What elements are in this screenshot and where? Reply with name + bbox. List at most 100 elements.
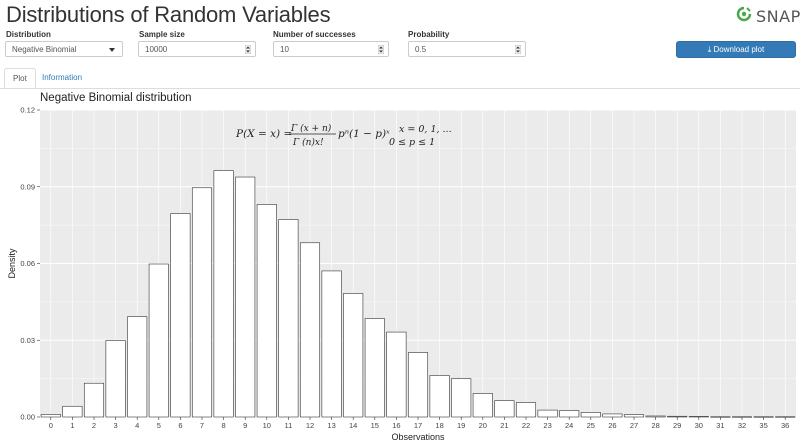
bar: [451, 378, 472, 418]
formula-annotation: P(X = x) = Γ (x + n) Γ (n)x! pⁿ(1 − p)ˣ …: [235, 123, 452, 148]
bar: [494, 400, 515, 418]
bar: [191, 187, 213, 418]
chevron-down-icon: [109, 48, 115, 52]
x-tick-label: 28: [651, 421, 659, 430]
download-label: Download plot: [713, 45, 765, 54]
y-tick-label: 0.09: [20, 182, 35, 191]
bars: [40, 170, 796, 418]
x-tick-label: 25: [587, 421, 595, 430]
bar: [40, 414, 61, 418]
x-tick-label: 12: [306, 421, 314, 430]
x-tick-label: 7: [200, 421, 204, 430]
successes-value: 10: [280, 45, 289, 54]
x-tick-label: 32: [738, 421, 746, 430]
bar: [559, 410, 580, 418]
formula-param: 0 ≤ p ≤ 1: [389, 137, 435, 148]
x-tick-label: 18: [435, 421, 443, 430]
x-tick-label: 19: [457, 421, 465, 430]
distribution-label: Distribution: [6, 30, 51, 39]
number-spinner-icon[interactable]: [245, 45, 251, 54]
tab-plot[interactable]: Plot: [4, 68, 36, 88]
app-title: Distributions of Random Variables: [6, 2, 331, 27]
x-tick-label: 15: [371, 421, 379, 430]
x-tick-label: 24: [565, 421, 573, 430]
y-tick-label: 0.06: [20, 259, 35, 268]
bar: [62, 405, 83, 418]
bar: [472, 393, 493, 418]
x-tick-label: 8: [222, 421, 226, 430]
chart-title: Negative Binomial distribution: [40, 92, 192, 104]
number-spinner-icon[interactable]: [378, 45, 384, 54]
x-tick-label: 35: [759, 421, 767, 430]
x-tick-label: 23: [543, 421, 551, 430]
x-tick-label: 0: [49, 421, 53, 430]
bar: [321, 270, 342, 418]
bar: [667, 415, 688, 418]
bar: [688, 416, 709, 418]
bar: [364, 318, 385, 418]
bar: [537, 409, 558, 418]
x-tick-label: 29: [673, 421, 681, 430]
bar: [299, 242, 321, 418]
x-tick-label: 5: [157, 421, 161, 430]
bar: [170, 213, 191, 418]
x-tick-label: 31: [716, 421, 724, 430]
x-tick-label: 10: [263, 421, 271, 430]
download-plot-button[interactable]: ⤓ Download plot: [676, 41, 796, 58]
tab-bar: Plot Information: [0, 68, 800, 89]
x-tick-label: 11: [285, 421, 293, 430]
x-tick-label: 22: [522, 421, 530, 430]
bar: [105, 340, 126, 418]
y-tick-label: 0.12: [20, 106, 35, 115]
x-tick-label: 9: [243, 421, 247, 430]
probability-input[interactable]: 0.5: [408, 41, 526, 57]
formula-rhs: pⁿ(1 − p)ˣ: [338, 128, 390, 140]
bar: [213, 170, 234, 418]
bar: [515, 402, 537, 418]
bar: [386, 331, 407, 418]
x-tick-label: 2: [92, 421, 96, 430]
bar: [407, 352, 429, 418]
successes-label: Number of successes: [273, 30, 356, 39]
bar: [127, 316, 148, 418]
x-tick-label: 26: [608, 421, 616, 430]
bar: [343, 293, 364, 418]
bar: [235, 176, 256, 418]
x-tick-label: 4: [135, 421, 139, 430]
x-tick-label: 30: [695, 421, 703, 430]
x-tick-label: 6: [178, 421, 182, 430]
x-axis-label: Observations: [391, 432, 445, 442]
probability-label: Probability: [408, 30, 450, 39]
chart: 0.000.030.060.090.12 0 1 2 3 4 5 6 7 8 9 10 11 12 13 1…: [7, 106, 796, 442]
bar: [278, 219, 299, 418]
sample-size-value: 10000: [145, 45, 168, 54]
bar: [148, 263, 169, 418]
formula-support: x = 0, 1, ...: [399, 124, 452, 135]
distribution-value: Negative Binomial: [12, 45, 77, 54]
x-tick-label: 1: [70, 421, 74, 430]
x-tick-label: 13: [327, 421, 335, 430]
y-axis-label: Density: [7, 248, 17, 279]
x-tick-label: 21: [500, 421, 508, 430]
y-axis-ticks: 0.00 0.03 0.06 0.09 0.12: [20, 106, 40, 422]
tab-information[interactable]: Information: [42, 73, 83, 82]
x-axis-ticks: 0 1 2 3 4 5 6 7 8 9 10 11 12 13 14 15 16 17 18 19 20 21 22 23 24…: [49, 417, 789, 430]
bar: [580, 412, 601, 418]
x-tick-label: 27: [630, 421, 638, 430]
bar: [623, 414, 645, 418]
distribution-select[interactable]: Negative Binomial: [5, 41, 123, 57]
logo: SNAP: [736, 6, 800, 27]
sample-size-label: Sample size: [139, 30, 185, 39]
download-icon: ⤓: [707, 45, 712, 54]
formula-denominator: Γ (n)x!: [292, 137, 324, 148]
x-tick-label: 36: [781, 421, 789, 430]
formula-numerator: Γ (x + n): [290, 123, 332, 134]
x-tick-label: 14: [349, 421, 357, 430]
bar: [83, 382, 105, 418]
x-tick-label: 17: [414, 421, 422, 430]
successes-input[interactable]: 10: [273, 41, 389, 57]
sample-size-input[interactable]: 10000: [138, 41, 256, 57]
bar: [602, 413, 623, 418]
formula-lhs: P(X = x) =: [235, 128, 292, 140]
number-spinner-icon[interactable]: [515, 45, 521, 54]
